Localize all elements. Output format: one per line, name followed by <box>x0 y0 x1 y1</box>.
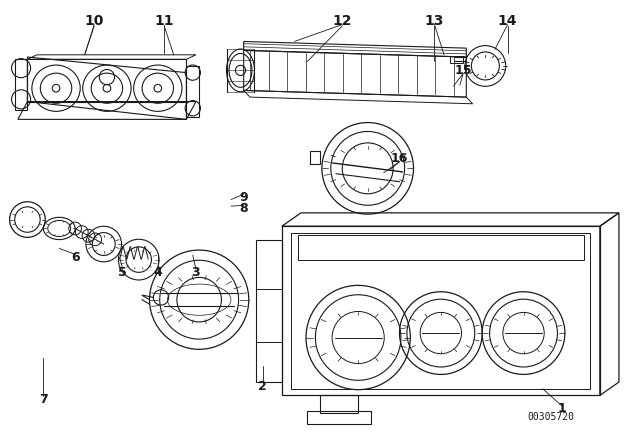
Text: 4: 4 <box>154 267 162 280</box>
Text: 8: 8 <box>239 202 248 215</box>
Text: 00305720: 00305720 <box>527 412 575 422</box>
Text: 13: 13 <box>425 14 444 28</box>
Text: 11: 11 <box>154 14 174 28</box>
Bar <box>257 289 282 342</box>
Text: 9: 9 <box>239 191 248 204</box>
Text: 15: 15 <box>454 64 472 77</box>
Bar <box>282 226 600 396</box>
Text: 12: 12 <box>333 14 352 28</box>
Text: 14: 14 <box>498 14 517 28</box>
Text: 16: 16 <box>391 151 408 164</box>
Text: 7: 7 <box>39 393 48 406</box>
Text: 1: 1 <box>557 402 566 415</box>
Text: 10: 10 <box>84 14 104 28</box>
Bar <box>307 411 371 424</box>
Text: 3: 3 <box>191 267 200 280</box>
Bar <box>291 233 590 389</box>
Bar <box>298 235 584 260</box>
Text: 2: 2 <box>259 380 267 393</box>
Text: 5: 5 <box>118 267 127 280</box>
Text: 6: 6 <box>71 251 79 264</box>
